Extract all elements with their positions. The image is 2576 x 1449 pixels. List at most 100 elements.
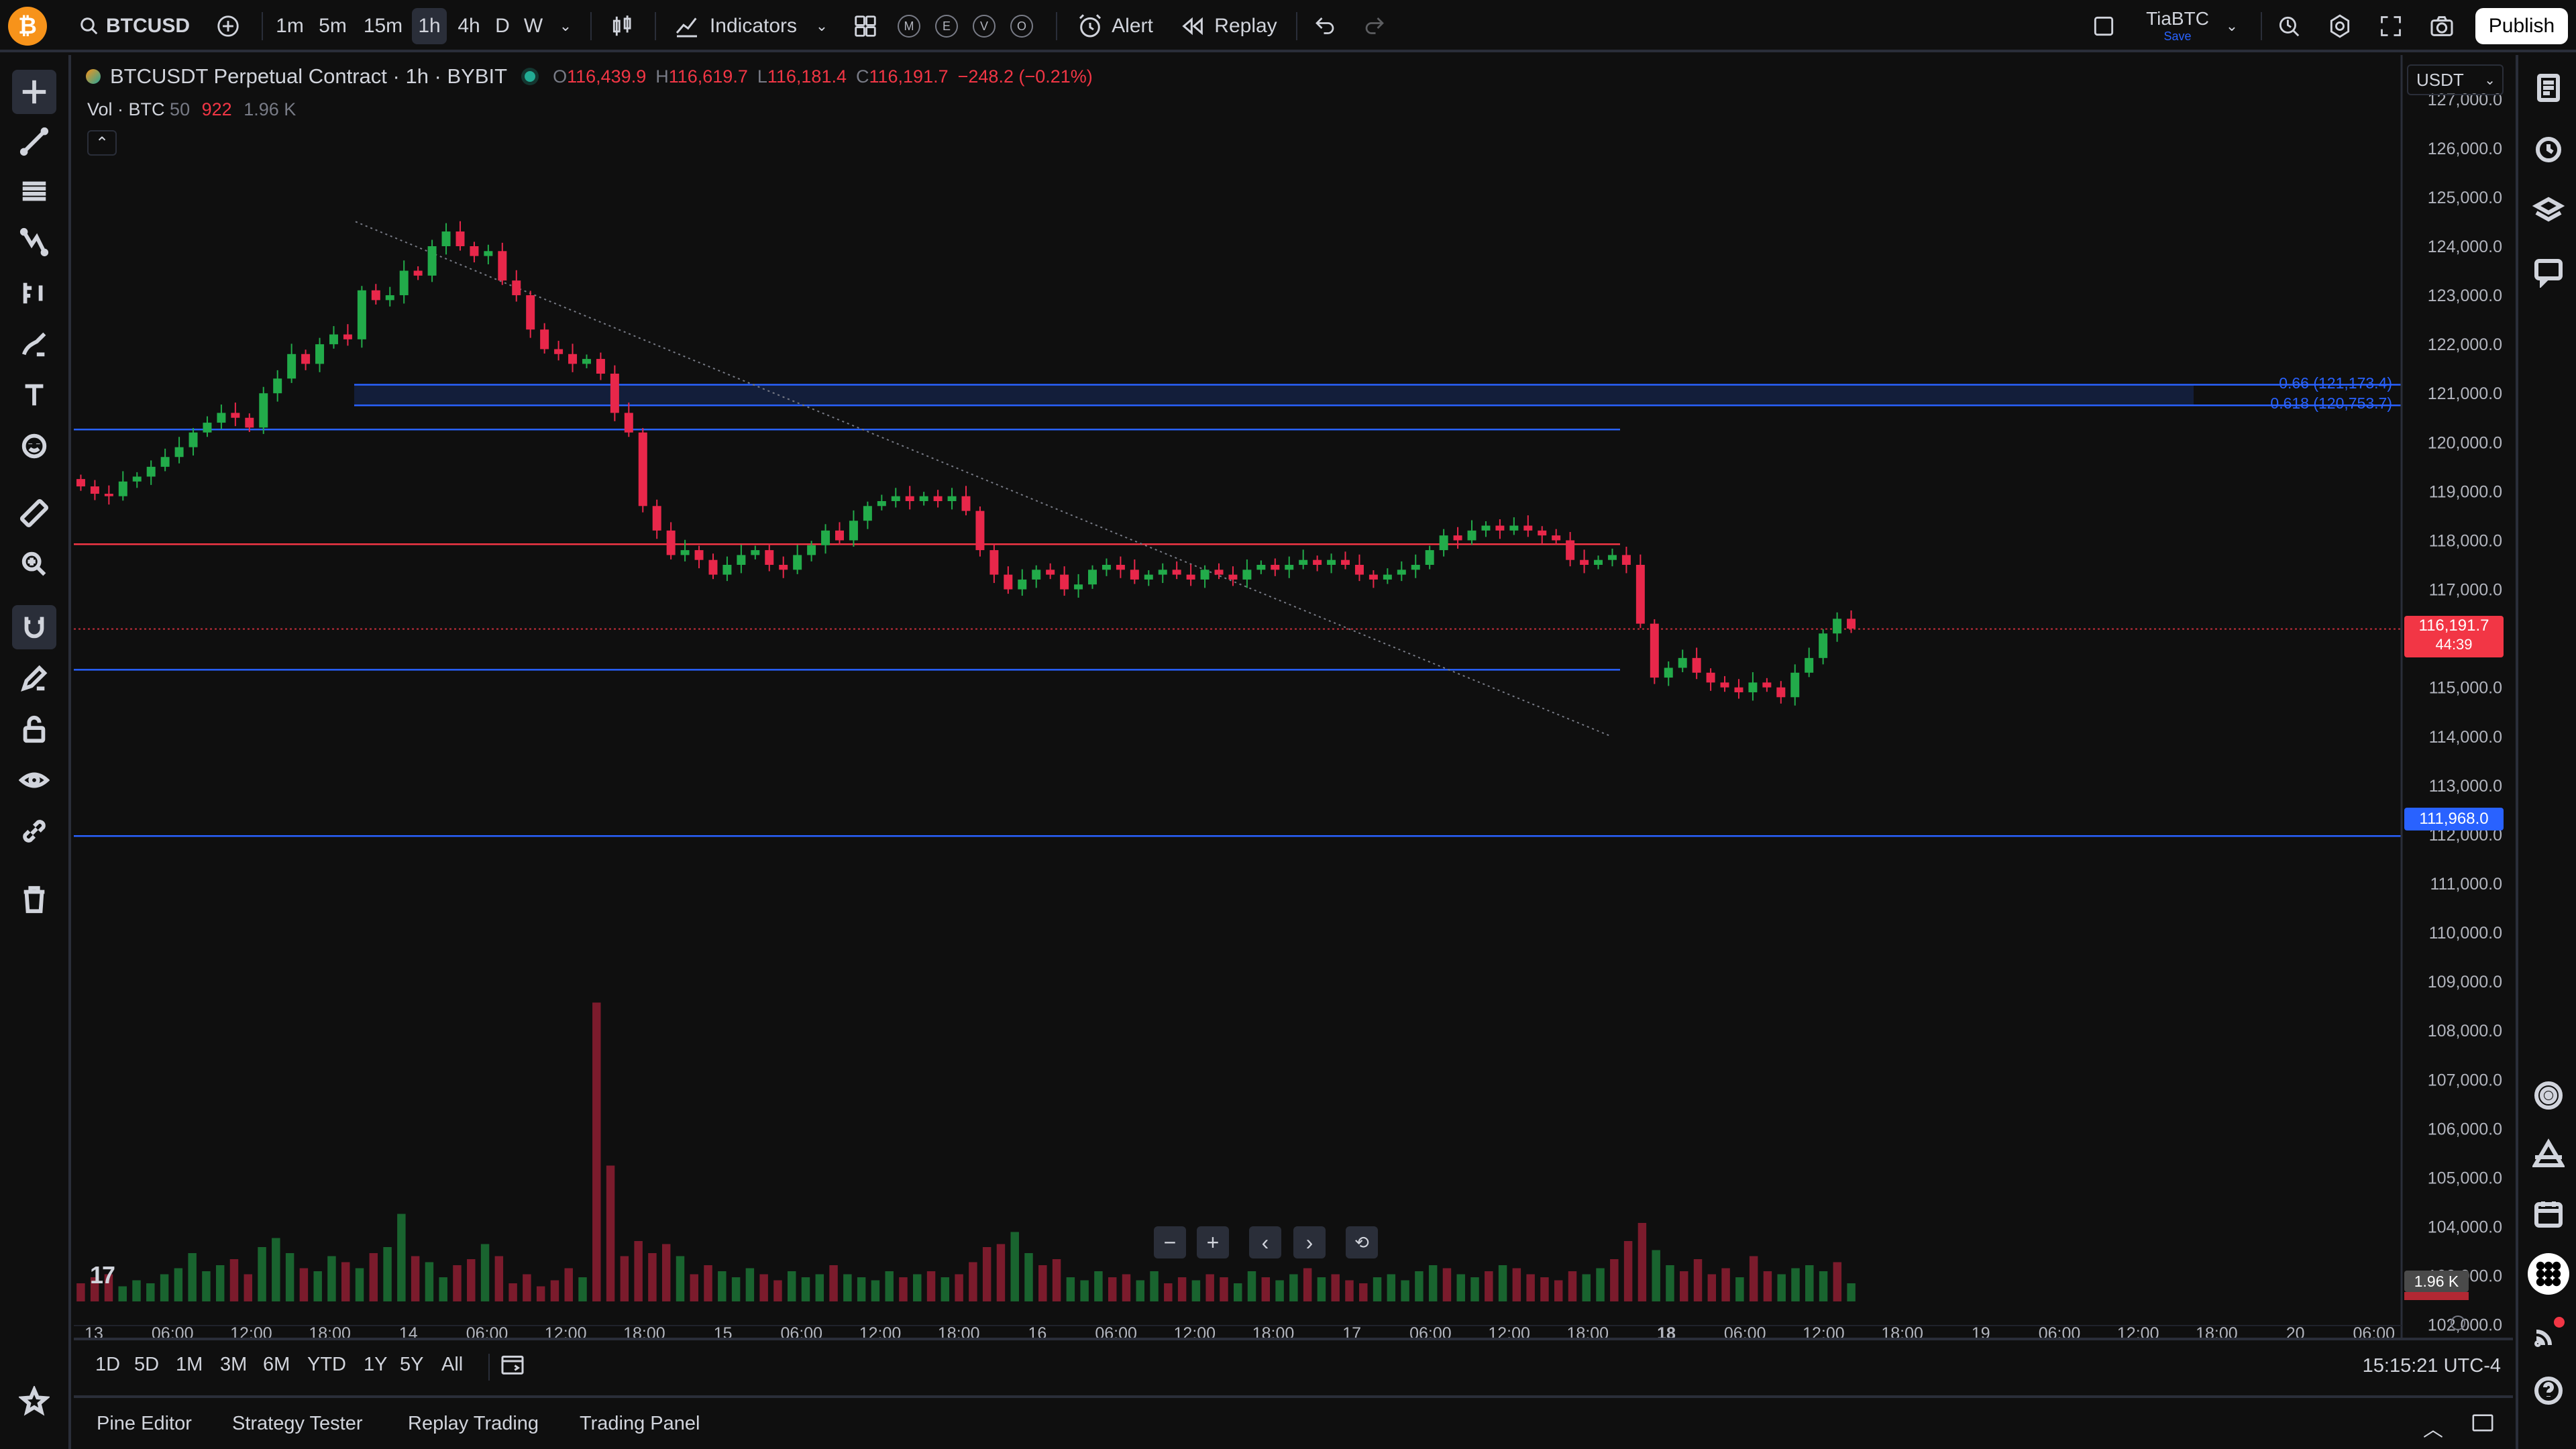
panel-chevron-up-icon[interactable]: ︿ (2423, 1419, 2443, 1441)
compare-symbol-plus-icon[interactable] (213, 8, 243, 44)
camera-snapshot-icon[interactable] (2424, 8, 2459, 44)
circle-button-m[interactable]: M (898, 15, 920, 38)
eye-icon[interactable] (12, 758, 56, 802)
range-1y[interactable]: 1Y (364, 1354, 388, 1375)
candle-body (722, 565, 732, 575)
layout-name-button[interactable]: TiaBTC Save (2144, 8, 2211, 44)
apps-grid-icon[interactable] (2528, 1253, 2569, 1295)
indicators-button[interactable]: Indicators (668, 8, 802, 44)
indicators-chevron-down-icon[interactable]: ⌄ (815, 17, 828, 34)
tradingview-logo-icon[interactable]: 17 (90, 1261, 115, 1289)
circle-button-o[interactable]: O (1010, 15, 1033, 38)
stay-in-drawing-mode-icon[interactable] (12, 656, 56, 700)
pattern-tool-icon[interactable] (12, 220, 56, 264)
range-6m[interactable]: 6M (263, 1354, 290, 1375)
timeframe-w[interactable]: W (523, 15, 543, 37)
horizontal-lines-icon[interactable] (12, 169, 56, 213)
volume-bar (1428, 1265, 1438, 1301)
volume-bar (1234, 1283, 1242, 1301)
lock-icon[interactable] (12, 707, 56, 751)
range-3m[interactable]: 3M (220, 1354, 248, 1375)
range-1d[interactable]: 1D (95, 1354, 121, 1375)
publish-button[interactable]: Publish (2475, 8, 2568, 44)
layout-grid-icon[interactable] (847, 8, 884, 44)
ideas-triangle-icon[interactable] (2528, 1134, 2569, 1175)
scroll-right-chevron-icon[interactable]: › (1293, 1226, 1326, 1258)
crosshair-icon[interactable] (12, 70, 56, 114)
range-1m[interactable]: 1M (176, 1354, 203, 1375)
utc-clock[interactable]: 15:15:21 UTC-4 (2362, 1355, 2501, 1377)
alerts-clock-icon[interactable] (2528, 127, 2569, 169)
layers-icon[interactable] (2528, 189, 2569, 231)
trend-line-icon[interactable] (12, 119, 56, 164)
calendar-icon[interactable] (2528, 1193, 2569, 1234)
tab-replay-trading[interactable]: Replay Trading (408, 1413, 539, 1434)
layout-square-icon[interactable] (2088, 8, 2120, 44)
timeframe-5m[interactable]: 5m (319, 15, 347, 37)
range-5y[interactable]: 5Y (400, 1354, 424, 1375)
timeframe-1m[interactable]: 1m (276, 15, 304, 37)
trash-icon[interactable] (12, 877, 56, 922)
settings-gear-icon[interactable] (2322, 8, 2357, 44)
undo-icon[interactable] (1308, 8, 1342, 44)
zoom-out-minus-icon[interactable]: − (1154, 1226, 1186, 1258)
timeframe-1h[interactable]: 1h (412, 8, 447, 44)
volume-bar (1638, 1223, 1647, 1301)
symbol-search-button[interactable]: BTCUSD (79, 8, 200, 44)
range-5d[interactable]: 5D (134, 1354, 160, 1375)
candle-style-icon[interactable] (604, 8, 641, 44)
help-icon[interactable] (2528, 1370, 2569, 1411)
goto-date-calendar-icon[interactable] (499, 1351, 526, 1383)
quick-search-icon[interactable] (2271, 8, 2306, 44)
emoji-icon[interactable] (12, 424, 56, 468)
volume-bar (1805, 1265, 1814, 1301)
timeframe-chevron-down-icon[interactable]: ⌄ (559, 17, 572, 34)
timeframe-15m[interactable]: 15m (363, 15, 403, 37)
reset-chart-icon[interactable]: ⟲ (1346, 1226, 1378, 1258)
bitcoin-logo-icon[interactable]: ₿ (8, 7, 47, 46)
broadcast-icon[interactable] (2528, 1312, 2569, 1354)
chat-icon[interactable] (2528, 251, 2569, 292)
candle-body (1439, 535, 1448, 551)
replay-button[interactable]: Replay (1178, 8, 1279, 44)
range-all[interactable]: All (441, 1354, 464, 1375)
fullscreen-icon[interactable] (2373, 8, 2408, 44)
collapse-legend-chevron-up-icon[interactable]: ⌃ (87, 130, 117, 156)
maximize-panel-icon[interactable] (2471, 1413, 2494, 1438)
alert-label: Alert (1112, 15, 1153, 37)
layout-chevron-down-icon[interactable]: ⌄ (2225, 17, 2239, 34)
time-axis-label: 12:00 (2117, 1324, 2159, 1338)
circle-button-v[interactable]: V (973, 15, 996, 38)
tab-strategy-tester[interactable]: Strategy Tester (232, 1413, 363, 1434)
candle-body (1819, 633, 1828, 658)
tab-pine-editor[interactable]: Pine Editor (97, 1413, 192, 1434)
chart-pane[interactable]: 127,000.0 126,000.0 125,000.0 124,000.0 123,… (74, 55, 2513, 1338)
ruler-icon[interactable] (12, 491, 56, 535)
watchlist-icon[interactable] (2528, 67, 2569, 109)
currency-select[interactable]: USDT ⌄ (2407, 64, 2504, 95)
circle-button-e[interactable]: E (935, 15, 958, 38)
timeframe-d[interactable]: D (495, 15, 510, 37)
volume-legend[interactable]: Vol · BTC 50 922 1.96 K (87, 99, 296, 120)
volume-bar (272, 1238, 280, 1301)
symbol-legend[interactable]: BTCUSDT Perpetual Contract · 1h · BYBIT … (86, 64, 1093, 89)
forecast-tool-icon[interactable] (12, 271, 56, 315)
zoom-in-icon[interactable] (12, 542, 56, 586)
brush-icon[interactable] (12, 322, 56, 366)
timeframe-4h[interactable]: 4h (458, 15, 480, 37)
scroll-left-chevron-icon[interactable]: ‹ (1249, 1226, 1281, 1258)
link-icon[interactable] (12, 809, 56, 853)
volume-bar (383, 1247, 392, 1301)
range-ytd[interactable]: YTD (307, 1354, 346, 1375)
zoom-in-plus-icon[interactable]: + (1197, 1226, 1229, 1258)
alert-button[interactable]: Alert (1072, 8, 1158, 44)
candle-body (343, 334, 352, 339)
text-tool-icon[interactable] (12, 373, 56, 417)
favorites-star-icon[interactable] (12, 1379, 56, 1424)
tab-trading-panel[interactable]: Trading Panel (580, 1413, 700, 1434)
candle-body (1566, 540, 1575, 560)
magnet-icon[interactable] (12, 605, 56, 649)
volume-bar (773, 1280, 782, 1301)
redo-icon[interactable] (1358, 8, 1391, 44)
target-icon[interactable] (2528, 1075, 2569, 1116)
